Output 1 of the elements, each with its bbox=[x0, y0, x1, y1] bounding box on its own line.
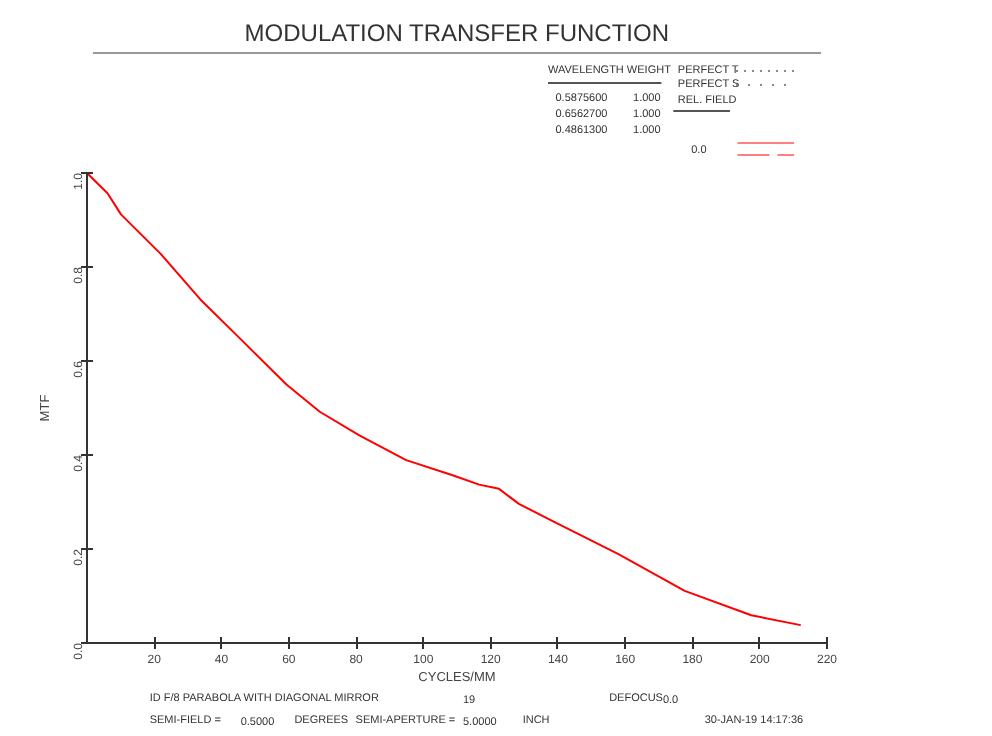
chart-title: MODULATION TRANSFER FUNCTION bbox=[244, 19, 670, 47]
